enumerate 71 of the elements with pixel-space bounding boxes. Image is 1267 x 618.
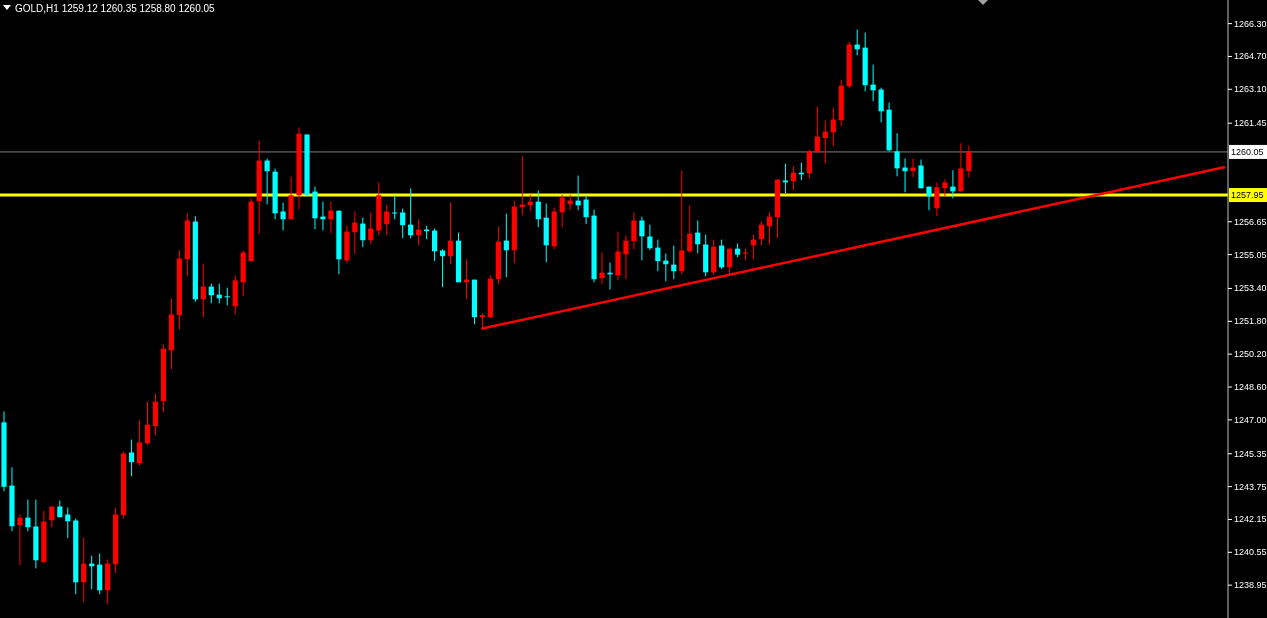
candlestick [687, 205, 693, 254]
candlestick [758, 221, 765, 246]
candlestick [958, 142, 964, 192]
candlestick [25, 499, 31, 532]
y-tick-label: 1245.35 [1234, 448, 1267, 459]
candlestick [392, 194, 398, 220]
y-tick-label: 1253.40 [1234, 283, 1267, 294]
candlestick [695, 220, 701, 254]
candlestick [639, 216, 645, 261]
candlestick [599, 252, 605, 285]
candlestick [200, 263, 206, 318]
candlestick [559, 194, 565, 228]
candlestick [966, 145, 972, 179]
candlestick [328, 201, 334, 234]
candlestick [439, 248, 446, 288]
y-tick-label: 1261.45 [1234, 118, 1267, 129]
chart-title: GOLD,H1 1259.12 1260.35 1258.80 1260.05 [15, 2, 216, 14]
candlestick [400, 208, 406, 239]
y-tick-label: 1238.95 [1234, 580, 1267, 591]
candlestick [918, 159, 924, 189]
ref-line-label: 1260.05 [1231, 146, 1264, 157]
candlestick [655, 239, 661, 272]
candlestick [431, 228, 438, 262]
candlestick [280, 202, 286, 231]
y-tick-label: 1266.30 [1234, 18, 1267, 29]
candlestick [368, 212, 374, 245]
candlestick [264, 158, 270, 205]
candlestick [647, 224, 653, 251]
candlestick [934, 181, 940, 217]
candlestick [719, 239, 725, 270]
candlestick [535, 190, 541, 228]
candlestick [814, 106, 820, 153]
y-tick-label: 1243.75 [1234, 481, 1267, 492]
candlestick [727, 248, 733, 275]
candlestick [894, 132, 900, 177]
candlestick [806, 149, 812, 179]
candlestick [17, 514, 23, 566]
candlestick [878, 87, 884, 123]
y-tick-label: 1240.55 [1234, 547, 1267, 558]
y-tick-label: 1242.15 [1234, 514, 1267, 525]
y-tick-label: 1263.10 [1234, 84, 1267, 95]
candlestick [782, 163, 789, 194]
candlestick [352, 210, 358, 255]
y-tick-label: 1264.70 [1234, 51, 1267, 62]
candlestick [408, 187, 414, 239]
ref-line-label: 1257.95 [1231, 190, 1264, 201]
candlestick [144, 401, 151, 446]
candlestick [631, 212, 637, 250]
y-tick-label: 1250.20 [1234, 349, 1267, 360]
candlestick [623, 235, 629, 280]
candlestick [81, 537, 87, 603]
candlestick [519, 155, 525, 216]
candlestick [679, 170, 685, 275]
candlestick [583, 194, 589, 225]
y-tick-label: 1251.80 [1234, 316, 1267, 327]
candlestick [128, 439, 135, 477]
y-tick-label: 1256.65 [1234, 216, 1267, 227]
candlestick [910, 158, 916, 178]
candlestick [902, 158, 908, 193]
candlestick [384, 203, 390, 236]
candlestick [503, 213, 509, 278]
y-tick-label: 1255.05 [1234, 249, 1267, 260]
candlestick [447, 202, 454, 265]
candlestick [942, 178, 948, 197]
y-tick-label: 1248.60 [1234, 382, 1267, 393]
candlestick [360, 217, 366, 248]
candlestick [615, 231, 621, 281]
candlestick [830, 107, 836, 147]
candlestick [136, 419, 143, 466]
candlestick [766, 212, 773, 245]
y-tick-label: 1247.00 [1234, 414, 1267, 425]
